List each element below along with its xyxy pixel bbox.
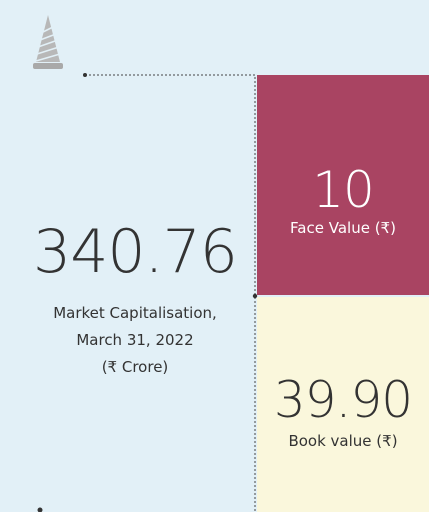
face-value-value: 10 xyxy=(312,161,375,219)
book-value-label: Book value (₹) xyxy=(288,432,398,450)
label-line: Market Capitalisation, xyxy=(53,304,217,322)
market-cap-value: 340.76 xyxy=(33,217,238,287)
label-line: (₹ Crore) xyxy=(101,358,169,376)
label-line: March 31, 2022 xyxy=(76,331,194,349)
market-cap-label: Market Capitalisation, March 31, 2022 (₹… xyxy=(0,300,270,381)
dot xyxy=(83,73,87,77)
face-value-label: Face Value (₹) xyxy=(290,219,396,237)
dotted-connector xyxy=(85,74,256,512)
dot xyxy=(252,293,258,299)
face-value-box xyxy=(257,75,429,295)
dot xyxy=(37,507,43,512)
book-value-box xyxy=(257,297,429,512)
yarn-cone-icon xyxy=(33,15,63,69)
book-value-value: 39.90 xyxy=(273,371,413,429)
